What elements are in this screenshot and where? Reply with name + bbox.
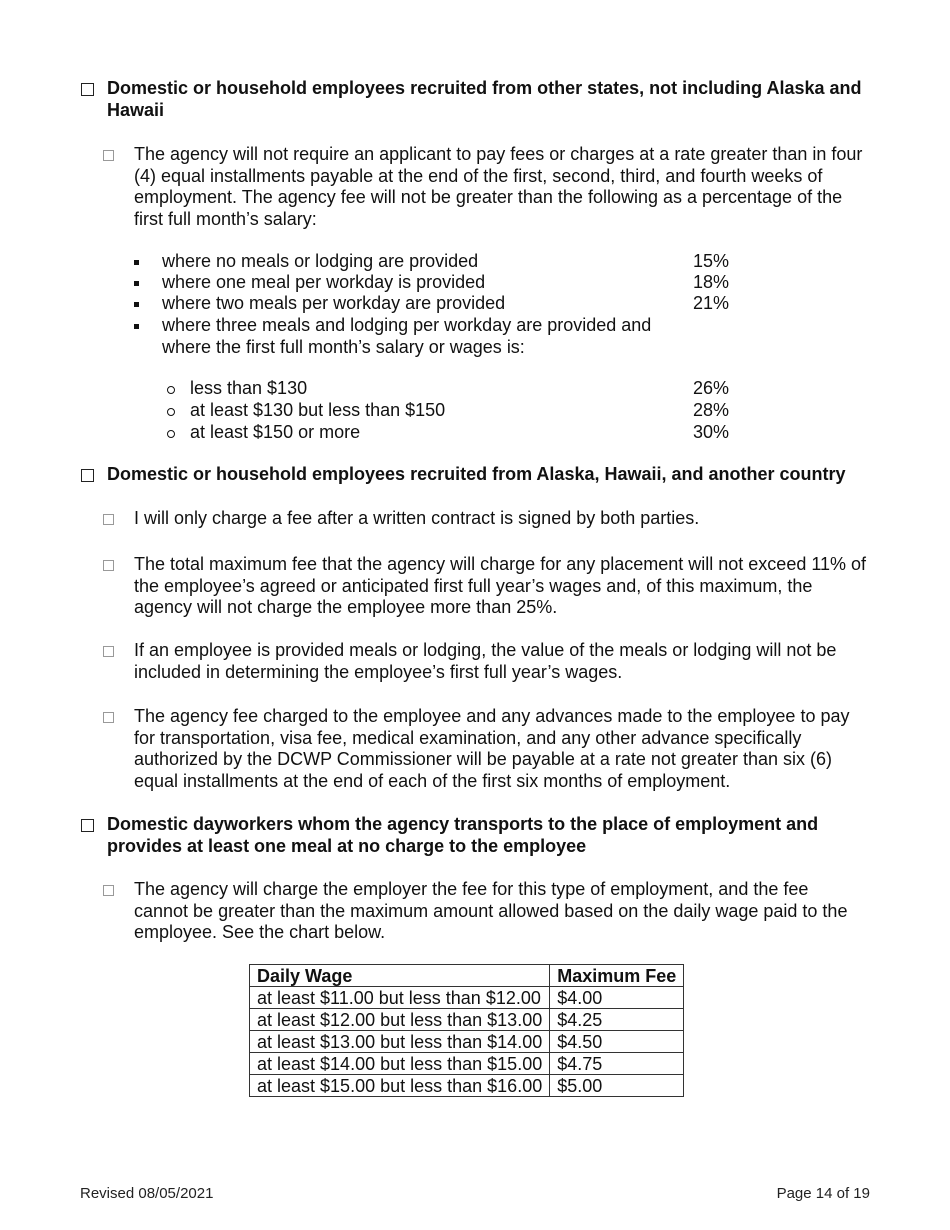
bullet-value: 15% [693,251,730,271]
bullet-text: where no meals or lodging are provided [162,251,479,271]
column-header: Maximum Fee [549,964,685,987]
table-row: at least $12.00 but less than $13.00 $4.2… [248,1008,685,1031]
revised-date: Revised 08/05/2021 [80,1185,214,1202]
sub-bullet-value: 30% [693,422,730,442]
cell: $4.25 [549,1008,685,1031]
section-checkbox[interactable] [81,83,94,96]
bullet-value: 21% [693,293,730,313]
circle-bullet-icon [167,408,175,416]
cell: $4.75 [549,1052,685,1075]
table-header-row: Daily Wage Maximum Fee [248,964,685,987]
cell: at least $15.00 but less than $16.00 [248,1074,551,1097]
paragraph: I will only charge a fee after a written… [134,508,700,528]
table-row: at least $13.00 but less than $14.00 $4.5… [248,1030,685,1053]
cell: $4.50 [549,1030,685,1053]
cell: $5.00 [549,1074,685,1097]
bullet-icon [134,281,139,286]
cell: at least $12.00 but less than $13.00 [248,1008,551,1031]
cell: at least $11.00 but less than $12.00 [248,986,551,1009]
cell: $4.00 [549,986,685,1009]
table-row: at least $14.00 but less than $15.00 $4.7… [248,1052,685,1075]
paragraph: The agency will charge the employer the … [134,879,848,942]
cell: at least $14.00 but less than $15.00 [248,1052,551,1075]
bullet-icon [134,324,139,329]
section-heading: Domestic or household employees recruite… [107,464,846,484]
item-checkbox[interactable] [103,150,114,161]
section-checkbox[interactable] [81,819,94,832]
table-row: at least $15.00 but less than $16.00 $5.0… [248,1074,685,1097]
bullet-icon [134,260,139,265]
section-heading: Domestic or household employees recruite… [107,78,862,120]
sub-bullet-text: at least $130 but less than $150 [190,400,446,420]
circle-bullet-icon [167,430,175,438]
column-header: Daily Wage [248,964,551,987]
sub-bullet-text: at least $150 or more [190,422,361,442]
item-checkbox[interactable] [103,560,114,571]
sub-bullet-text: less than $130 [190,378,308,398]
section-checkbox[interactable] [81,469,94,482]
bullet-value: 18% [693,272,730,292]
section-heading: Domestic dayworkers whom the agency tran… [107,814,819,856]
bullet-text: where one meal per workday is provided [162,272,486,292]
paragraph: If an employee is provided meals or lodg… [134,640,837,682]
bullet-icon [134,302,139,307]
bullet-text: where two meals per workday are provided [162,293,506,313]
sub-bullet-value: 26% [693,378,730,398]
item-checkbox[interactable] [103,514,114,525]
cell: at least $13.00 but less than $14.00 [248,1030,551,1053]
table-row: at least $11.00 but less than $12.00 $4.0… [248,986,685,1009]
paragraph: The agency fee charged to the employee a… [134,706,850,791]
circle-bullet-icon [167,386,175,394]
item-checkbox[interactable] [103,712,114,723]
sub-bullet-value: 28% [693,400,730,420]
fee-table: Daily Wage Maximum Fee at least $11.00 b… [248,964,685,1097]
paragraph: The agency will not require an applicant… [134,144,863,229]
paragraph: The total maximum fee that the agency wi… [134,554,867,617]
item-checkbox[interactable] [103,885,114,896]
item-checkbox[interactable] [103,646,114,657]
bullet-text: where three meals and lodging per workda… [162,315,652,357]
page-number: Page 14 of 19 [776,1185,870,1202]
